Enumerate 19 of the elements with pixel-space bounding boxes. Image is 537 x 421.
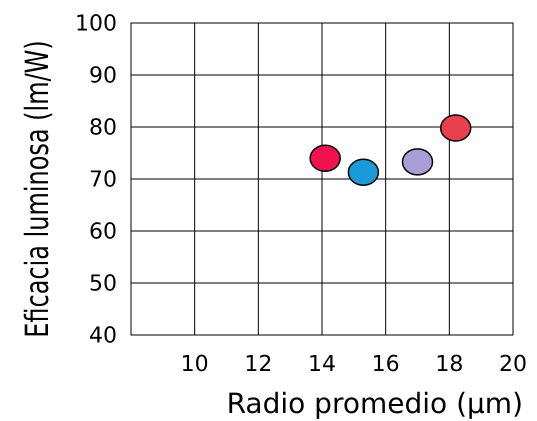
- y-tick-label: 70: [89, 168, 117, 193]
- y-tick-label: 60: [89, 220, 117, 245]
- point: [309, 144, 341, 172]
- x-tick-label: 14: [308, 352, 336, 377]
- x-tick-label: 16: [372, 352, 400, 377]
- x-tick-label: 12: [244, 352, 272, 377]
- x-tick-label: 10: [180, 352, 209, 377]
- point: [348, 158, 380, 186]
- point: [402, 148, 434, 176]
- x-axis-title: Radio promedio (µm): [226, 387, 523, 420]
- y-tick-label: 50: [89, 272, 117, 297]
- y-tick-label: 100: [75, 12, 117, 37]
- y-tick-label: 90: [89, 64, 117, 89]
- point: [440, 114, 472, 142]
- y-tick-label: 80: [89, 116, 117, 141]
- y-axis-title: Eficacia luminosa (lm/W): [18, 40, 56, 338]
- x-tick-label: 20: [499, 352, 527, 377]
- x-tick-label: 18: [435, 352, 464, 377]
- y-tick-label: 40: [89, 324, 117, 349]
